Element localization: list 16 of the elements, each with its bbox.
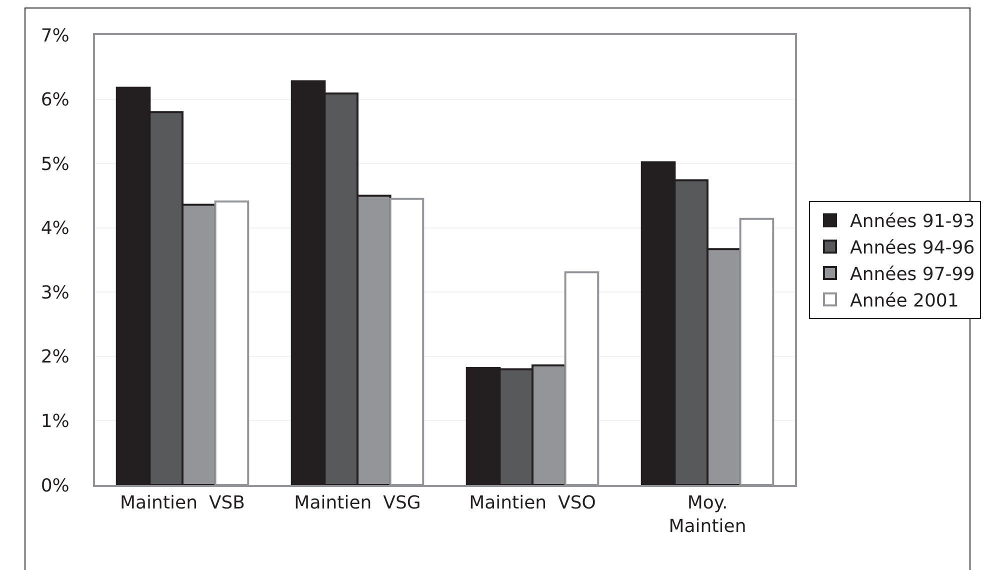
y-tick-label: 4%	[40, 218, 70, 240]
legend-label: Années 97-99	[850, 264, 975, 286]
y-tick-label: 2%	[40, 346, 70, 368]
x-tick-label: Maintien VSG	[294, 492, 421, 514]
legend-label: Années 94-96	[850, 238, 975, 259]
x-tick-label: Maintien VSB	[120, 492, 246, 514]
y-tick-label: 7%	[40, 25, 70, 46]
y-tick-label: 0%	[40, 475, 70, 496]
x-tick-label: Maintien VSO	[469, 492, 596, 514]
y-tick-label: 1%	[40, 411, 70, 432]
x-tick-label: Moy. Maintien	[668, 492, 746, 537]
y-tick-label: 6%	[40, 90, 70, 111]
y-tick-label: 5%	[40, 154, 70, 175]
y-tick-label: 3%	[40, 282, 70, 304]
legend-label: Années 91-93	[850, 211, 975, 232]
legend-label: Année 2001	[850, 290, 959, 312]
